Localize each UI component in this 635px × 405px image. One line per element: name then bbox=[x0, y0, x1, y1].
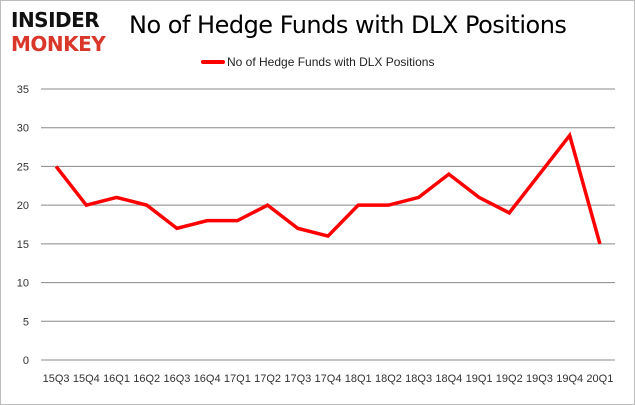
logo-line2: MONKEY bbox=[11, 32, 106, 55]
logo-line1: INSIDER bbox=[11, 8, 99, 32]
y-tick-label: 0 bbox=[23, 355, 29, 367]
x-tick-label: 19Q2 bbox=[496, 373, 523, 385]
x-tick-label: 17Q1 bbox=[224, 373, 251, 385]
y-tick-label: 10 bbox=[17, 278, 29, 290]
legend-label: No of Hedge Funds with DLX Positions bbox=[227, 55, 435, 69]
x-tick-label: 18Q1 bbox=[345, 373, 372, 385]
y-tick-label: 5 bbox=[23, 316, 29, 328]
legend-swatch bbox=[201, 60, 225, 64]
x-tick-label: 19Q4 bbox=[556, 373, 583, 385]
legend: No of Hedge Funds with DLX Positions bbox=[201, 55, 434, 69]
x-tick-label: 15Q4 bbox=[73, 373, 100, 385]
y-tick-label: 15 bbox=[17, 239, 29, 251]
x-tick-label: 15Q3 bbox=[43, 373, 70, 385]
x-tick-label: 19Q3 bbox=[526, 373, 553, 385]
series-line bbox=[54, 131, 602, 245]
x-tick-label: 17Q4 bbox=[315, 373, 342, 385]
x-tick-label: 16Q1 bbox=[103, 373, 130, 385]
x-tick-label: 17Q3 bbox=[284, 373, 311, 385]
y-tick-label: 20 bbox=[17, 200, 29, 212]
x-tick-label: 16Q4 bbox=[194, 373, 221, 385]
x-tick-label: 18Q2 bbox=[375, 373, 402, 385]
x-tick-label: 18Q4 bbox=[435, 373, 462, 385]
x-tick-label: 18Q3 bbox=[405, 373, 432, 385]
y-tick-label: 25 bbox=[17, 161, 29, 173]
x-tick-label: 19Q1 bbox=[466, 373, 493, 385]
x-tick-label: 17Q2 bbox=[254, 373, 281, 385]
x-tick-label: 16Q3 bbox=[163, 373, 190, 385]
x-tick-label: 20Q1 bbox=[586, 373, 613, 385]
chart-title: No of Hedge Funds with DLX Positions bbox=[129, 11, 567, 39]
y-tick-label: 30 bbox=[17, 123, 29, 135]
insider-monkey-logo: INSIDER MONKEY bbox=[11, 8, 107, 55]
x-tick-label: 16Q2 bbox=[133, 373, 160, 385]
y-tick-label: 35 bbox=[17, 84, 29, 96]
